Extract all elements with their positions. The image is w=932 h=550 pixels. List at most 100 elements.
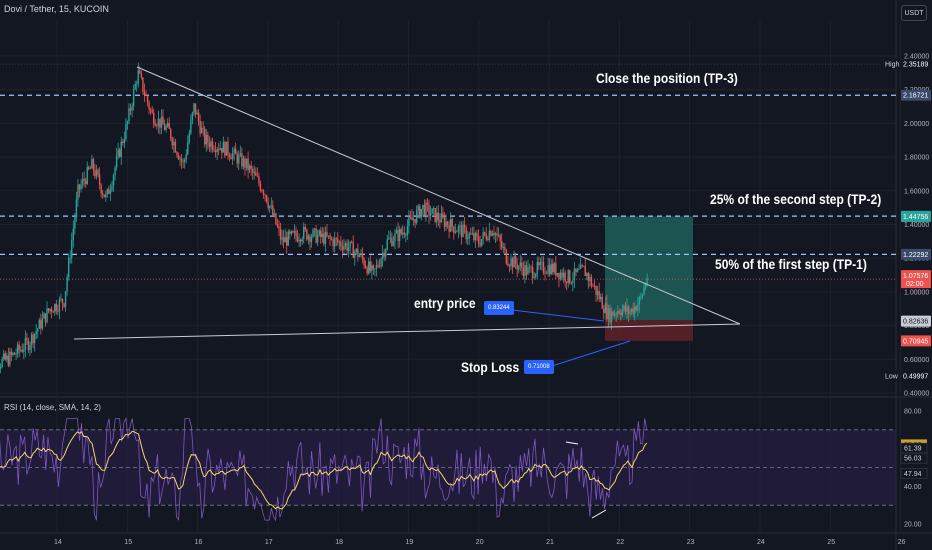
stop-arrow [551,340,631,367]
candle-body [7,355,10,366]
candle-body [567,270,569,283]
candle-body [576,269,579,273]
candle-body [211,141,214,150]
candle-body [380,258,382,267]
candle-body [225,141,228,156]
candle-body [408,217,410,227]
candle-body [46,308,48,323]
annotation-entry: entry price [414,295,476,311]
candle-body [473,233,475,241]
x-tick-label: 24 [757,539,765,546]
candle-body [207,134,209,143]
candle-body [182,161,184,163]
candle-body [326,231,328,237]
candle-body [405,235,407,236]
candle-body [146,95,149,103]
candle-body [66,277,68,292]
candle-body [637,304,639,311]
candle-body [357,248,359,258]
candle-body [101,193,104,195]
candle-body [493,232,495,236]
price-badge-name-bg [882,370,900,382]
candle-body [105,194,107,198]
candle-body [521,262,523,269]
candle-body [15,354,17,355]
currency-button[interactable]: USDT [901,5,927,21]
candle-body [570,282,573,284]
candle-body [321,233,324,238]
candle-body [129,108,132,111]
candle-body [77,184,79,200]
candle-body [615,313,617,315]
candle-body [480,238,483,246]
candle-body [262,191,265,195]
candle-body [564,272,566,282]
candle-body [392,241,395,246]
candle-body [385,249,387,257]
candle-body [78,184,81,190]
candle-body [538,262,540,266]
candle-body [6,355,8,360]
candle-body [366,267,368,274]
candle-body [596,291,599,295]
candle-body [340,241,342,247]
candle-body [1,358,3,367]
candle-body [629,312,631,314]
candle-body [151,110,153,113]
candle-body [358,255,361,258]
candle-body [403,232,405,236]
rsi-indicator-label: RSI (14, close, SMA, 14, 2) [4,403,101,412]
candle-body [626,306,628,312]
candle-body [278,226,280,229]
candle-body [54,304,56,313]
candle-body [355,248,358,253]
price-badge-bg [901,210,931,222]
candle-body [368,261,370,274]
candle-body [459,225,461,227]
candle-body [333,238,336,247]
candle-body [119,149,121,157]
candle-body [143,91,146,95]
candle-body [422,204,424,210]
candle-body [10,351,13,355]
price-badge-value: 1.22292 [903,252,928,259]
x-tick-label: 15 [124,539,132,546]
candle-body [16,344,19,355]
candle-body [539,262,542,266]
candle-body [391,237,393,246]
candle-body [247,158,249,171]
candle-body [536,262,538,275]
candle-body [217,149,220,150]
candle-body [371,265,373,271]
candle-body [40,319,42,329]
candle-body [372,265,375,269]
candle-body [558,272,560,280]
candle-body [214,150,217,153]
price-badge-name: High [885,62,900,69]
candle-body [238,155,240,164]
annotation-tp1: 50% of the first step (TP-1) [715,256,867,272]
candle-body [634,306,636,314]
rsi-divergence-line [565,441,579,445]
candle-body [590,276,593,286]
candle-body [406,226,409,236]
candle-body [402,232,404,234]
candle-body [197,112,200,121]
candle-body [97,169,99,175]
candle-body [252,168,254,174]
candle-body [153,112,155,125]
y-tick-label: 1.80000 [904,155,929,162]
candle-body [640,296,642,298]
candle-body [318,230,320,236]
candle-body [74,217,76,229]
candle-body [510,258,512,266]
candle-body [41,318,44,329]
candle-body [67,258,70,278]
candle-body [600,296,602,300]
candle-body [159,118,161,128]
candle-body [592,285,594,287]
candle-body [350,241,353,243]
candle-body [439,219,441,223]
candle-body [187,142,189,155]
